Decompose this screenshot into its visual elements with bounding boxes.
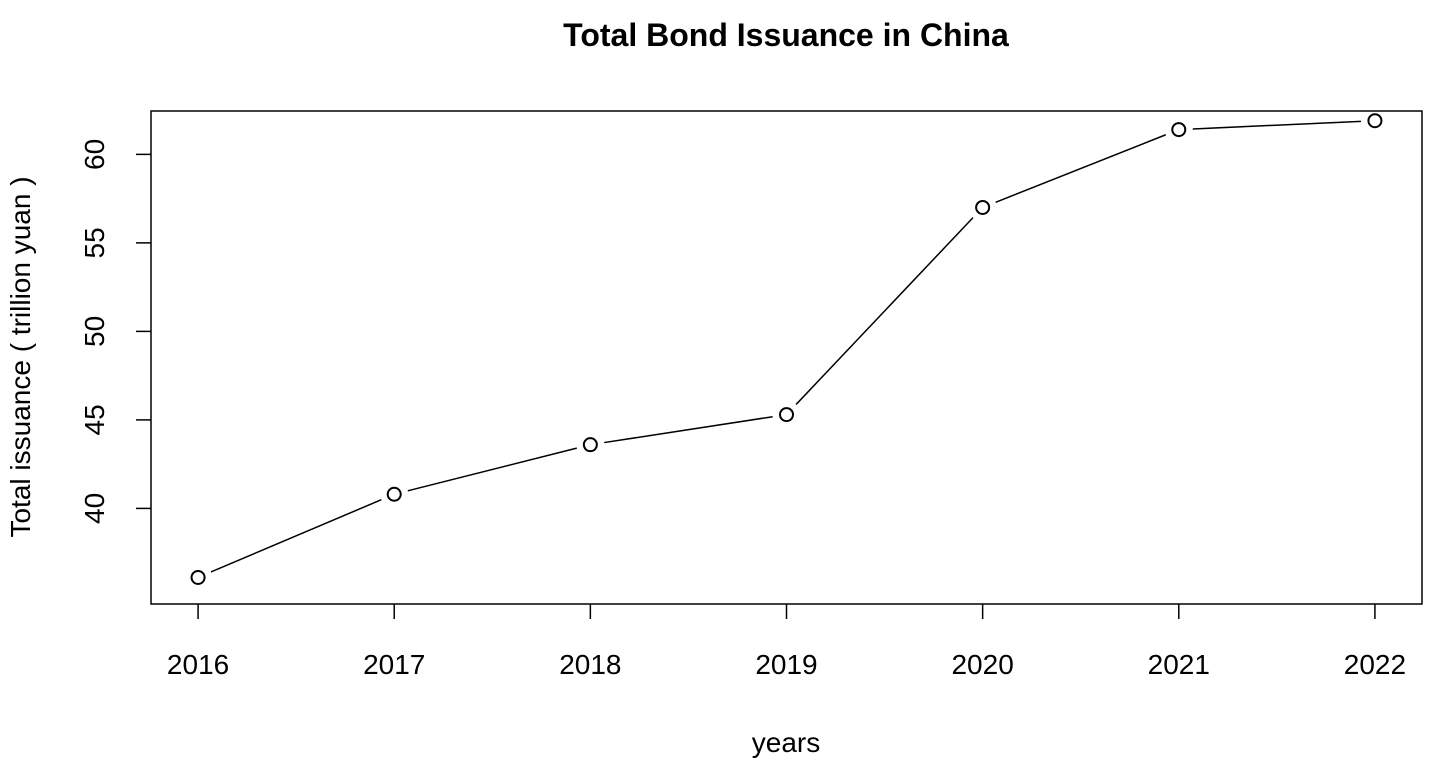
- x-tick-label: 2016: [167, 649, 229, 680]
- x-tick-label: 2020: [951, 649, 1013, 680]
- data-point: [779, 407, 794, 423]
- y-axis: 40 45 50 55 60: [79, 139, 151, 524]
- series-line-segment: [604, 415, 773, 444]
- x-tick-label: 2021: [1148, 649, 1210, 680]
- y-axis-label: Total issuance ( trillion yuan ): [5, 176, 36, 537]
- x-tick-label: 2018: [559, 649, 621, 680]
- x-axis-label: years: [752, 727, 820, 758]
- series-line-segment: [1192, 120, 1361, 130]
- series-line-segment: [407, 447, 577, 492]
- y-tick-label: 50: [79, 316, 110, 347]
- data-point: [975, 199, 991, 215]
- x-tick-label: 2017: [363, 649, 425, 680]
- y-tick-label: 45: [79, 404, 110, 435]
- x-tick-label: 2019: [755, 649, 817, 680]
- x-axis: 2016 2017 2018 2019 2020 2021 2022: [167, 604, 1406, 680]
- series-line-segment: [210, 499, 382, 573]
- y-tick-label: 40: [79, 493, 110, 524]
- series-line-segment: [795, 217, 974, 405]
- series-layer: [190, 113, 1383, 585]
- series-line-segment: [995, 134, 1167, 204]
- data-point: [582, 437, 598, 453]
- y-tick-label: 60: [79, 139, 110, 170]
- data-point: [1171, 122, 1187, 138]
- data-point: [190, 569, 206, 585]
- data-point: [386, 486, 402, 502]
- plot-area-border: [150, 110, 1423, 605]
- y-tick-label: 55: [79, 227, 110, 258]
- chart-title: Total Bond Issuance in China: [563, 17, 1009, 53]
- data-point: [1367, 113, 1383, 129]
- x-tick-label: 2022: [1344, 649, 1406, 680]
